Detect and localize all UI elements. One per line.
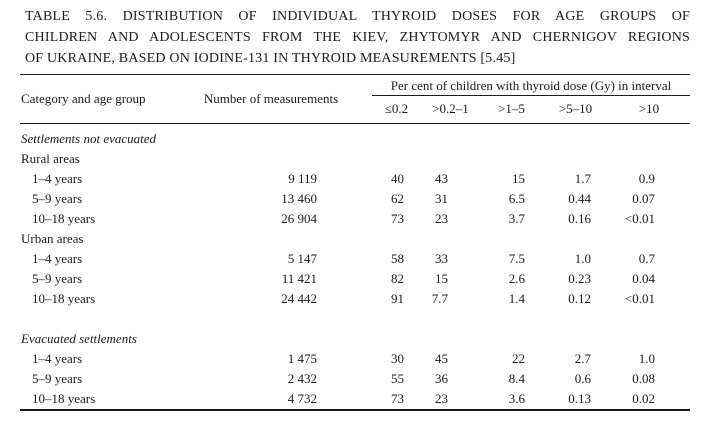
dose-value-cell: 3.7 [508, 211, 525, 226]
table-row: 10–18 years 26 904 73 23 3.7 0.16 <0.01 [20, 209, 690, 229]
dose-value-cell: 7.7 [431, 291, 448, 306]
table-row: 5–9 years 11 421 82 15 2.6 0.23 0.04 [20, 269, 690, 289]
dose-value-cell: 55 [391, 371, 404, 386]
dose-value-cell: 73 [391, 211, 404, 226]
dose-interval-header: >5–10 [558, 101, 593, 116]
dose-value-cell: 43 [435, 171, 448, 186]
dose-interval-headers: ≤0.2 >0.2–1 >1–5 >5–10 >10 [372, 96, 690, 122]
measurements-cell: 2 432 [287, 371, 317, 386]
measurements-cell: 1 475 [287, 351, 317, 366]
section-label-row: Settlements not evacuated [21, 131, 157, 146]
table-title-line: TABLE 5.6. DISTRIBUTION OF INDIVIDUAL TH… [25, 9, 690, 24]
dose-value-cell: <0.01 [624, 211, 655, 226]
dose-value-cell: 6.5 [508, 191, 525, 206]
dose-value-cell: 91 [391, 291, 404, 306]
age-cell: 10–18 years [32, 391, 96, 406]
dose-value-cell: 23 [435, 391, 448, 406]
dose-value-cell: 15 [512, 171, 525, 186]
dose-value-cell: 0.6 [574, 371, 591, 386]
dose-value-cell: 36 [435, 371, 448, 386]
dose-value-cell: 0.02 [632, 391, 655, 406]
category-column-header: Category and age group [21, 91, 146, 106]
dose-value-cell: 62 [391, 191, 404, 206]
table-title: TABLE 5.6. DISTRIBUTION OF INDIVIDUAL TH… [25, 6, 690, 69]
group-label-row: Urban areas [21, 231, 84, 246]
dose-value-cell: 45 [435, 351, 448, 366]
dose-value-cell: 0.04 [632, 271, 655, 286]
dose-value-cell: 23 [435, 211, 448, 226]
section-label-row: Evacuated settlements [21, 331, 137, 346]
dose-group-header: Per cent of children with thyroid dose (… [372, 75, 690, 123]
dose-value-cell: 3.6 [508, 391, 525, 406]
age-cell: 1–4 years [32, 351, 83, 366]
table-row: 1–4 years 9 119 40 43 15 1.7 0.9 [20, 169, 690, 189]
dose-value-cell: 0.16 [568, 211, 591, 226]
age-cell: 5–9 years [32, 191, 83, 206]
table-row: 10–18 years 4 732 73 23 3.6 0.13 0.02 [20, 389, 690, 409]
table-row: 5–9 years 2 432 55 36 8.4 0.6 0.08 [20, 369, 690, 389]
dose-value-cell: 0.07 [632, 191, 655, 206]
dose-value-cell: 0.23 [568, 271, 591, 286]
dose-value-cell: 22 [512, 351, 525, 366]
dose-value-cell: 0.7 [638, 251, 655, 266]
measurements-cell: 13 460 [281, 191, 317, 206]
data-table: Category and age group Number of measure… [20, 74, 690, 411]
age-cell: 10–18 years [32, 291, 96, 306]
table-title-line: CHILDREN AND ADOLESCENTS FROM THE KIEV, … [25, 30, 690, 45]
age-cell: 5–9 years [32, 371, 83, 386]
age-cell: 1–4 years [32, 171, 83, 186]
group-label-row: Rural areas [21, 151, 80, 166]
dose-interval-header: >1–5 [498, 101, 525, 116]
dose-value-cell: 7.5 [508, 251, 525, 266]
dose-value-cell: 1.4 [508, 291, 525, 306]
dose-value-cell: 31 [435, 191, 448, 206]
dose-value-cell: 0.9 [638, 171, 655, 186]
dose-value-cell: 0.12 [568, 291, 591, 306]
age-cell: 1–4 years [32, 251, 83, 266]
age-cell: 5–9 years [32, 271, 83, 286]
dose-value-cell: 1.7 [574, 171, 591, 186]
dose-value-cell: 58 [391, 251, 404, 266]
table-header: Category and age group Number of measure… [20, 74, 690, 124]
table-row: 10–18 years 24 442 91 7.7 1.4 0.12 <0.01 [20, 289, 690, 309]
dose-value-cell: 8.4 [508, 371, 525, 386]
dose-value-cell: 0.44 [568, 191, 591, 206]
dose-value-cell: <0.01 [624, 291, 655, 306]
measurements-column-header: Number of measurements [203, 91, 339, 106]
dose-value-cell: 0.08 [632, 371, 655, 386]
age-cell: 10–18 years [32, 211, 96, 226]
dose-value-cell: 2.6 [508, 271, 525, 286]
measurements-cell: 24 442 [281, 291, 317, 306]
measurements-cell: 9 119 [288, 171, 317, 186]
dose-value-cell: 82 [391, 271, 404, 286]
dose-value-cell: 33 [435, 251, 448, 266]
table-row: 1–4 years 5 147 58 33 7.5 1.0 0.7 [20, 249, 690, 269]
dose-value-cell: 0.13 [568, 391, 591, 406]
measurements-cell: 4 732 [287, 391, 317, 406]
dose-value-cell: 30 [391, 351, 404, 366]
dose-value-cell: 2.7 [574, 351, 591, 366]
measurements-cell: 26 904 [281, 211, 317, 226]
dose-value-cell: 40 [391, 171, 404, 186]
dose-value-cell: 15 [435, 271, 448, 286]
table-row: 1–4 years 1 475 30 45 22 2.7 1.0 [20, 349, 690, 369]
dose-value-cell: 1.0 [574, 251, 591, 266]
dose-interval-header: ≤0.2 [384, 101, 409, 116]
dose-group-title: Per cent of children with thyroid dose (… [372, 75, 690, 96]
table-title-line: OF UKRAINE, BASED ON IODINE-131 IN THYRO… [25, 51, 516, 66]
measurements-cell: 11 421 [281, 271, 317, 286]
table-body: Settlements not evacuated Rural areas 1–4 … [20, 124, 690, 411]
measurements-cell: 5 147 [287, 251, 317, 266]
dose-value-cell: 73 [391, 391, 404, 406]
table-row: 5–9 years 13 460 62 31 6.5 0.44 0.07 [20, 189, 690, 209]
dose-interval-header: >0.2–1 [432, 101, 469, 116]
dose-value-cell: 1.0 [638, 351, 655, 366]
dose-interval-header: >10 [638, 101, 660, 116]
